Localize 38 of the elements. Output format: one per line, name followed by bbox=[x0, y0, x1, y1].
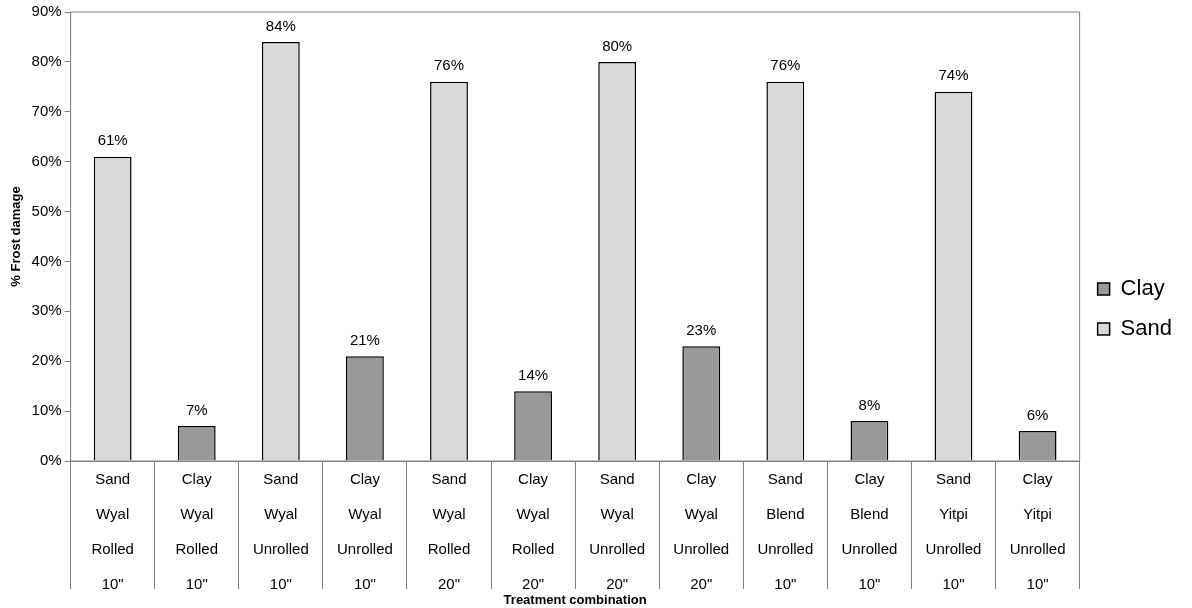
data-label: 80% bbox=[602, 36, 633, 54]
y-tick-label: 0% bbox=[39, 451, 62, 469]
legend-label: Clay bbox=[1120, 275, 1165, 301]
data-label: 76% bbox=[433, 56, 465, 74]
category-label: Clay Yitpi Unrolled 10" bbox=[1009, 470, 1066, 593]
category-label: Sand Wyal Unrolled 20" bbox=[589, 470, 646, 593]
data-label: 84% bbox=[265, 16, 296, 34]
category-label: Sand Wyal Rolled 20" bbox=[427, 470, 471, 593]
y-tick-label: 40% bbox=[31, 251, 62, 269]
data-label: 8% bbox=[858, 395, 881, 413]
y-tick-label: 70% bbox=[31, 101, 62, 119]
data-label: 76% bbox=[770, 56, 801, 74]
data-label: 74% bbox=[938, 66, 969, 84]
category-label: Sand Wyal Unrolled 10" bbox=[252, 470, 309, 593]
category-label: Sand Yitpi Unrolled 10" bbox=[925, 470, 982, 593]
y-tick-label: 60% bbox=[31, 151, 62, 169]
category-label: Clay Wyal Unrolled 20" bbox=[673, 470, 730, 593]
category-label: Clay Blend Unrolled 10" bbox=[841, 470, 898, 593]
y-tick-label: 90% bbox=[31, 2, 62, 20]
y-axis-title: % Frost damage bbox=[8, 186, 24, 287]
data-label: 7% bbox=[185, 400, 208, 418]
data-label: 23% bbox=[686, 320, 717, 338]
data-label: 61% bbox=[97, 131, 128, 149]
category-label: Sand Wyal Rolled 10" bbox=[91, 470, 134, 593]
text: Treatment combination bbox=[503, 592, 647, 608]
y-tick-label: 10% bbox=[31, 401, 62, 419]
y-tick-label: 30% bbox=[31, 301, 62, 319]
y-tick-label: 50% bbox=[31, 201, 62, 219]
data-label: 14% bbox=[518, 365, 549, 383]
legend-label: Sand bbox=[1120, 315, 1173, 341]
category-label: Clay Wyal Rolled 10" bbox=[175, 470, 219, 593]
data-label: 6% bbox=[1026, 405, 1049, 423]
category-label: Sand Blend Unrolled 10" bbox=[757, 470, 814, 593]
category-label: Clay Wyal Unrolled 10" bbox=[336, 470, 393, 593]
data-label: 21% bbox=[349, 330, 380, 348]
y-tick-label: 20% bbox=[31, 351, 62, 369]
category-label: Clay Wyal Rolled 20" bbox=[511, 470, 555, 593]
y-tick-label: 80% bbox=[31, 52, 62, 70]
